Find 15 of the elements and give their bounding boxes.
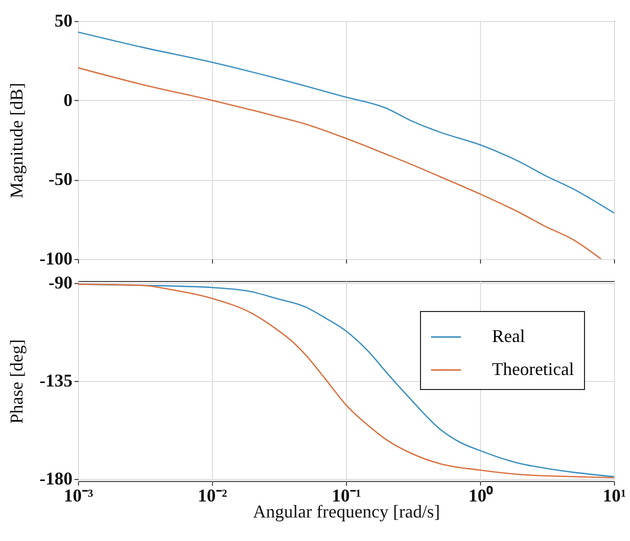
y-tick-label: -100 [40,248,72,268]
y-tick-label: 50 [54,10,72,30]
legend-label: Real [492,326,525,346]
y-tick-label: -50 [48,169,72,190]
x-tick-label: 10⁰ [468,486,494,506]
x-tick-label: 10¹ [602,486,626,506]
y-axis-title: Magnitude [dB] [6,82,26,198]
y-tick-label: -180 [40,468,72,488]
y-tick-label: -135 [40,370,72,390]
legend-label: Theoretical [492,359,574,379]
x-tick-label: 10⁻² [198,486,228,506]
y-axis-title: Phase [deg] [6,339,26,424]
x-tick-label: 10⁻³ [64,486,94,506]
y-tick-label: 0 [64,90,72,110]
y-tick-label: -90 [48,272,72,293]
